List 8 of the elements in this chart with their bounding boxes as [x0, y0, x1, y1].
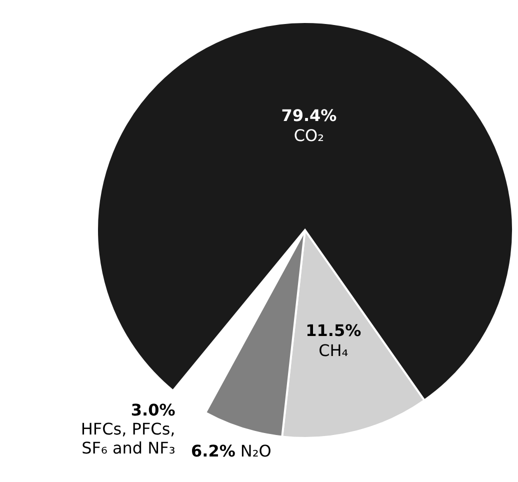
- slice-label: CO₂: [294, 126, 324, 146]
- slice-label: HFCs, PFCs, SF₆ and NF₃: [80, 419, 176, 458]
- data-label: 6.2%: [190, 441, 236, 460]
- data-label: 3.0%: [130, 400, 176, 420]
- slice-label: N₂O: [240, 441, 272, 460]
- slice-label: CH₄: [318, 340, 348, 360]
- data-label: 11.5%: [306, 320, 362, 340]
- data-label: 79.4%: [281, 106, 337, 126]
